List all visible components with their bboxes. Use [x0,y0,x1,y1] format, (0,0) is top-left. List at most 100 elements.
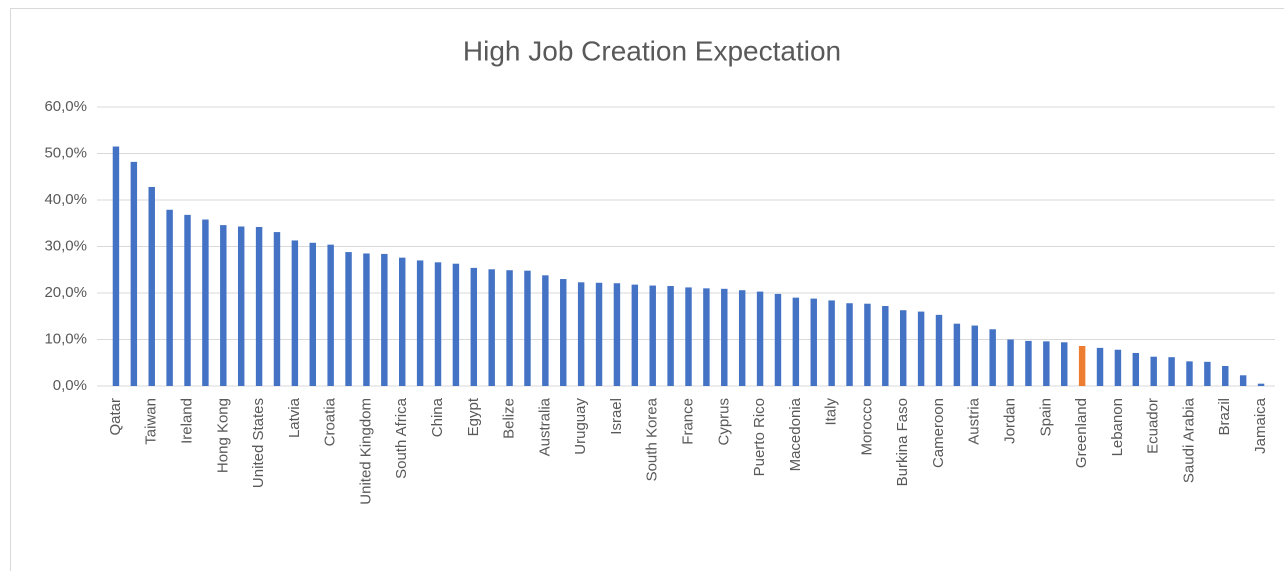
x-tick-label: South Korea [644,397,661,481]
x-tick-label: Macedonia [787,397,804,471]
x-tick-label: South Africa [393,397,410,479]
bar [434,262,442,386]
bar [470,267,478,386]
bar [1114,349,1122,386]
x-tick-label: Jordan [1002,398,1019,444]
bar [882,306,889,386]
bar [721,288,728,386]
bar [452,263,460,386]
x-tick-label: Greenland [1073,398,1090,468]
x-tick-label: Cameroon [930,398,947,468]
bar [1007,339,1014,386]
x-tick-label: Lebanon [1109,398,1126,456]
bar [184,214,191,386]
y-tick-label: 10,0% [44,330,87,347]
x-tick-label: United Kingdom [357,398,374,505]
bar [273,232,281,386]
bar [148,186,155,386]
bar [112,146,120,386]
bar [309,242,316,386]
bar [166,209,173,386]
bar [416,260,424,386]
bar [381,253,388,386]
bar [1150,356,1157,386]
bar [327,244,334,386]
x-tick-label: Spain [1037,398,1054,436]
x-tick-label: Israel [608,398,625,435]
bar [1168,357,1175,386]
bar [130,161,138,386]
bar [899,310,907,386]
x-tick-label: Hong Kong [214,398,231,473]
bar [524,270,531,386]
x-tick-label: Jamaica [1252,397,1269,454]
chart-border [10,8,1284,571]
bar [345,252,352,386]
x-tick-label: Australia [536,397,553,456]
bar [810,298,817,386]
bar [792,297,800,386]
bar [363,253,370,386]
y-tick-label: 30,0% [44,237,87,254]
x-tick-label: Croatia [322,397,339,446]
bar [703,288,710,386]
bar [685,287,692,386]
bar [1204,361,1211,386]
bar [1132,352,1140,386]
y-tick-label: 0,0% [53,377,87,394]
bar [864,303,871,386]
bar [202,219,209,386]
x-tick-label: Latvia [286,397,303,438]
x-tick-label: Cyprus [715,398,732,446]
bar [542,275,549,386]
x-tick-label: Puerto Rico [751,398,768,476]
bar [613,283,621,386]
bar [971,325,978,386]
bar [953,323,961,386]
x-tick-label: United States [250,398,267,488]
x-tick-label: Ecuador [1145,398,1162,454]
x-tick-label: Burkina Faso [894,398,911,486]
x-tick-label: Italy [823,398,840,426]
x-tick-label: Morocco [858,398,875,456]
bar [1061,342,1068,386]
bar [1043,341,1050,386]
bar [506,270,513,386]
bar [1222,366,1229,386]
bar [1257,383,1265,386]
x-tick-label: Qatar [107,398,124,436]
x-tick-label: Belize [501,398,518,439]
bar [631,284,639,386]
y-tick-label: 20,0% [44,284,87,301]
bar [846,303,853,386]
bar [989,329,996,386]
x-tick-label: France [679,398,696,445]
bar [917,311,925,386]
x-tick-label: Saudi Arabia [1180,397,1197,483]
bar [1078,346,1086,386]
bar [220,225,227,386]
bar [756,291,764,386]
bar [1096,347,1104,386]
bar [649,285,656,386]
bar [667,286,674,386]
bar [738,290,746,386]
bar [935,314,943,386]
bar [1025,340,1032,386]
x-tick-label: Ireland [178,398,195,444]
bar [1239,375,1247,386]
x-tick-label: Brazil [1216,398,1233,436]
bar [488,269,495,386]
x-tick-label: Uruguay [572,398,589,455]
bar [577,282,585,386]
y-tick-label: 50,0% [44,144,87,161]
bar [1186,361,1193,386]
x-tick-label: China [429,397,446,437]
y-tick-label: 40,0% [44,191,87,208]
chart-title: High Job Creation Expectation [463,35,841,66]
x-tick-label: Taiwan [143,398,160,445]
bar [774,293,782,386]
bar [291,240,299,386]
bar [255,226,263,386]
